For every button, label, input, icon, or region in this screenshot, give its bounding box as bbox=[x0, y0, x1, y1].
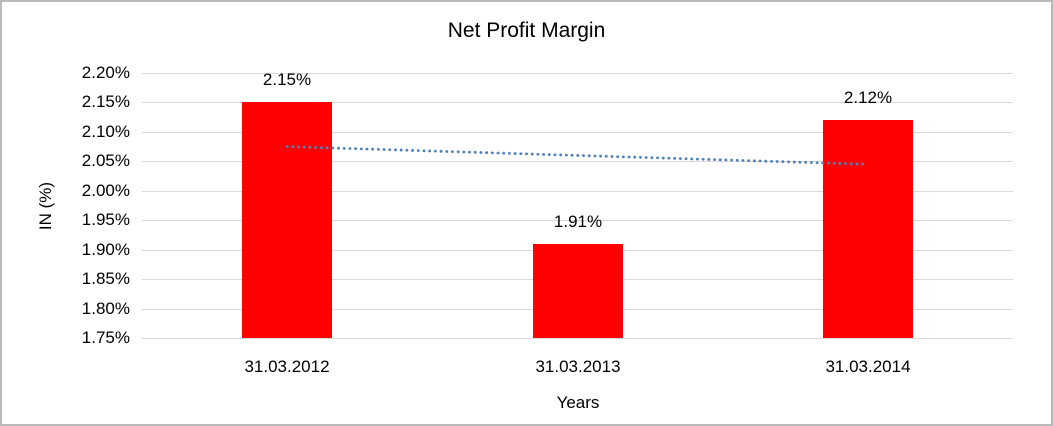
y-tick-label: 2.15% bbox=[81, 92, 130, 111]
chart-title: Net Profit Margin bbox=[447, 19, 606, 42]
bar-data-label: 2.15% bbox=[262, 70, 312, 89]
gridline bbox=[142, 220, 1013, 221]
x-axis-title: Years bbox=[556, 393, 600, 412]
y-tick-label: 2.20% bbox=[81, 63, 130, 82]
y-tick-label: 1.80% bbox=[81, 299, 130, 318]
x-tick-label: 31.03.2014 bbox=[825, 357, 911, 376]
gridline bbox=[142, 132, 1013, 133]
x-tick-label: 31.03.2013 bbox=[535, 357, 621, 376]
y-tick-label: 1.90% bbox=[81, 240, 130, 259]
y-tick-label: 1.95% bbox=[81, 210, 130, 229]
bar-31.03.2013 bbox=[533, 244, 623, 338]
y-axis-title: IN (%) bbox=[36, 181, 55, 231]
gridline bbox=[142, 73, 1013, 74]
gridline bbox=[142, 191, 1013, 192]
bar-31.03.2014 bbox=[823, 120, 913, 338]
y-tick-label: 2.00% bbox=[81, 181, 130, 200]
y-tick-label: 1.75% bbox=[81, 328, 130, 347]
gridline bbox=[142, 338, 1013, 339]
y-tick-label: 2.05% bbox=[81, 151, 130, 170]
bar-data-label: 1.91% bbox=[553, 212, 603, 231]
bar-data-label: 2.12% bbox=[843, 88, 893, 107]
y-tick-label: 1.85% bbox=[81, 269, 130, 288]
bar-31.03.2012 bbox=[242, 102, 332, 338]
gridline bbox=[142, 102, 1013, 103]
y-tick-label: 2.10% bbox=[81, 122, 130, 141]
x-tick-label: 31.03.2012 bbox=[244, 357, 330, 376]
